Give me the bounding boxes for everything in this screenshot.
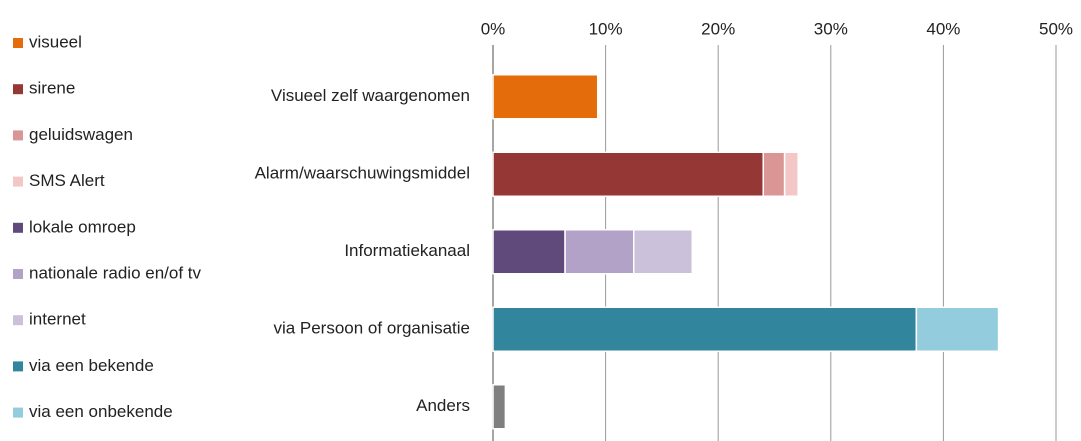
bar-segment bbox=[492, 384, 507, 430]
legend-swatch bbox=[13, 176, 23, 187]
legend-swatch bbox=[13, 269, 23, 279]
bar-segment bbox=[492, 229, 566, 275]
x-tick-label: 30% bbox=[814, 19, 848, 38]
bar-segment bbox=[564, 229, 635, 275]
x-tick-label: 20% bbox=[701, 19, 735, 38]
bar-segment bbox=[492, 151, 764, 197]
legend-swatch bbox=[13, 84, 23, 95]
category-label: Informatiekanaal bbox=[344, 241, 470, 260]
x-tick-label: 10% bbox=[589, 19, 623, 38]
category-label: via Persoon of organisatie bbox=[273, 319, 470, 338]
legend-label: nationale radio en/of tv bbox=[29, 263, 202, 282]
legend-swatch bbox=[13, 38, 23, 48]
x-tick-label: 0% bbox=[481, 19, 506, 38]
x-tick-label: 40% bbox=[926, 19, 960, 38]
bar-segment bbox=[492, 74, 599, 120]
legend-swatch bbox=[13, 315, 23, 326]
legend-label: sirene bbox=[29, 79, 75, 98]
legend-label: via een bekende bbox=[29, 356, 154, 375]
legend-swatch bbox=[13, 361, 23, 372]
bar-segment bbox=[783, 151, 799, 197]
category-label: Alarm/waarschuwingsmiddel bbox=[255, 164, 470, 183]
legend-swatch bbox=[13, 222, 23, 233]
legend-label: geluidswagen bbox=[29, 125, 133, 144]
legend-label: internet bbox=[29, 310, 86, 329]
legend-label: visueel bbox=[29, 32, 82, 51]
x-tick-label: 50% bbox=[1039, 19, 1073, 38]
legend-label: SMS Alert bbox=[29, 171, 105, 190]
bar-segment bbox=[492, 306, 918, 352]
legend-label: lokale omroep bbox=[29, 217, 136, 236]
category-label: Anders bbox=[416, 396, 470, 415]
legend-label: via een onbekende bbox=[29, 402, 173, 421]
category-label: Visueel zelf waargenomen bbox=[271, 86, 470, 105]
legend-swatch bbox=[13, 130, 23, 141]
bar-segment bbox=[633, 229, 694, 275]
bar-segment bbox=[915, 306, 1000, 352]
bar-segment bbox=[762, 151, 786, 197]
legend-swatch bbox=[13, 407, 23, 418]
